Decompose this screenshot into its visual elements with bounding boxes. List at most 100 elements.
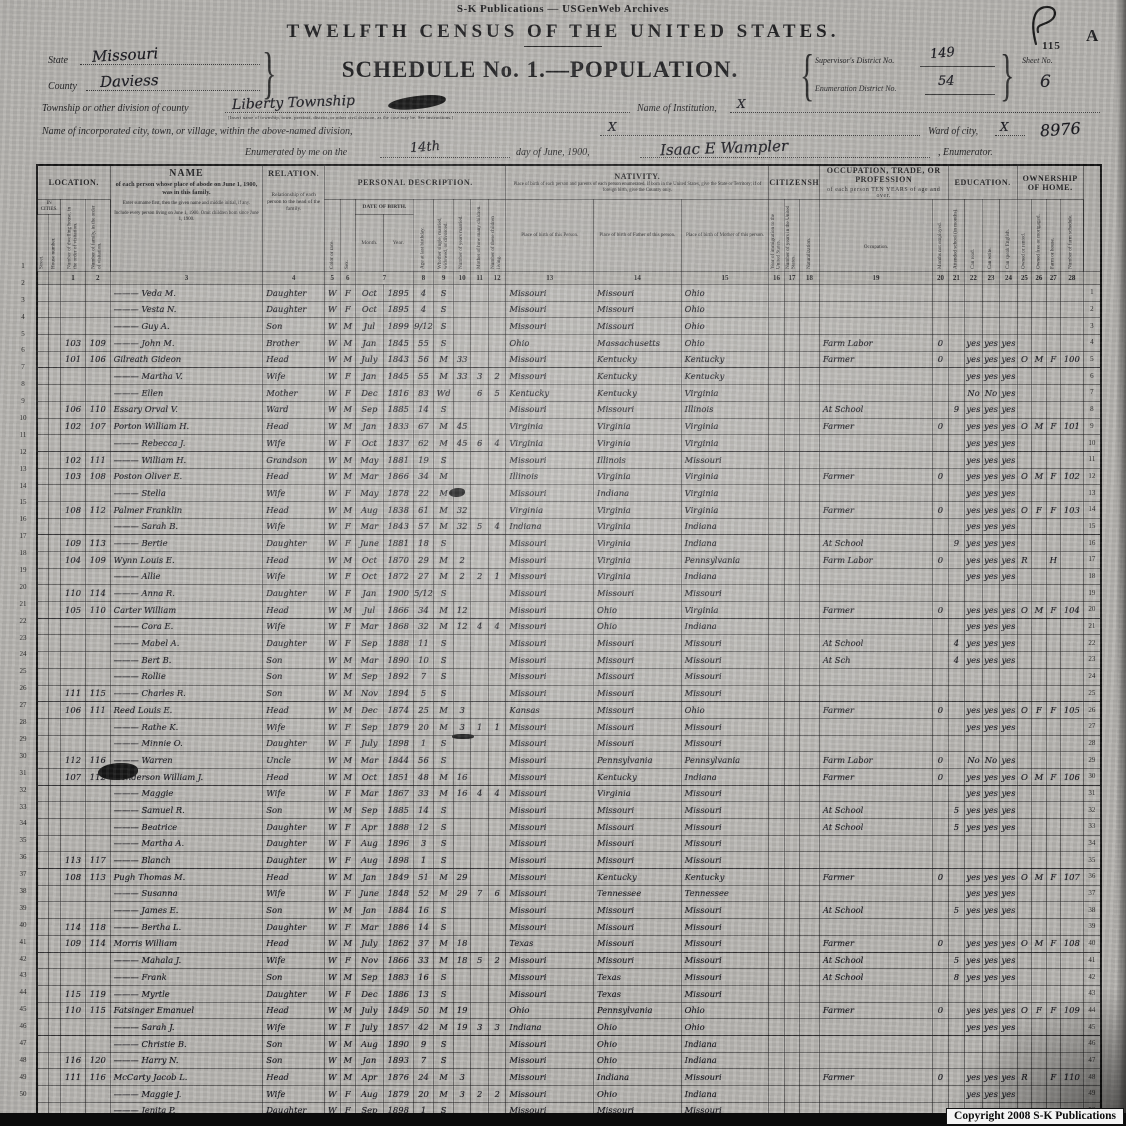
school-months-cell	[947, 717, 966, 736]
color-cell: W	[324, 751, 341, 769]
months-unemployed-cell	[932, 484, 949, 502]
table-row: ——— Sarah J. Wife W F July 1857 42 M 19 3 3 Indiana…	[36, 1018, 1102, 1036]
free-mortgaged-cell	[1031, 551, 1047, 569]
street-cell	[36, 1034, 49, 1053]
months-unemployed-cell	[932, 818, 949, 836]
years-us-cell	[783, 801, 801, 819]
age-cell: 61	[412, 500, 435, 519]
age-cell: 4	[412, 284, 435, 302]
marital-cell: S	[433, 300, 454, 319]
name-cell: ——— Mabel A.	[109, 634, 264, 653]
family-number-cell	[84, 567, 111, 586]
margin-line-number: 37	[19, 870, 27, 879]
years-married-cell	[452, 851, 472, 870]
county-line	[86, 90, 260, 91]
age-cell: 27	[412, 567, 435, 586]
immigration-cell	[768, 734, 785, 753]
age-cell: 16	[412, 968, 435, 986]
table-row: 103 108 Poston Oliver E. Head W M Mar 1866 34 M Il…	[36, 467, 1102, 486]
free-mortgaged-cell	[1031, 667, 1047, 686]
can-write-cell	[981, 734, 1001, 753]
pob-cell: Missouri	[505, 667, 595, 686]
mother-of-cell	[470, 667, 489, 686]
relation-cell: Uncle	[262, 751, 326, 769]
pob-father-cell: Missouri	[593, 851, 682, 870]
street-cell	[36, 684, 49, 703]
years-married-cell: 3	[452, 701, 472, 719]
pob-father-cell: Missouri	[593, 584, 682, 603]
relation-cell: Grandson	[262, 450, 326, 469]
farm-house-cell	[1045, 734, 1061, 753]
farm-schedule-cell	[1059, 951, 1084, 970]
name-cell: ——— Frank	[109, 968, 264, 986]
free-mortgaged-cell	[1031, 384, 1047, 402]
birth-month-cell: Jan	[354, 334, 384, 352]
birth-month-cell: Jan	[354, 367, 384, 386]
farm-schedule-cell: 107	[1059, 868, 1084, 886]
column-number-row: 1 2 3 4 5 6 7 8 9 10 11 12 13 14 15 16 17 18 19 20 21 22 23 24 2…	[36, 271, 1102, 285]
years-married-cell	[452, 534, 472, 552]
color-cell: W	[324, 684, 341, 703]
free-mortgaged-cell: M	[1031, 767, 1047, 786]
age-cell: 57	[412, 517, 435, 536]
marital-cell: M	[433, 467, 454, 486]
dwelling-number-cell	[60, 1018, 86, 1036]
birth-year-cell: 1892	[382, 667, 414, 686]
family-number-cell	[84, 901, 111, 920]
speaks-english-cell: yes	[999, 651, 1018, 669]
birth-month-cell: July	[354, 734, 384, 753]
pob-mother-cell: Ohio	[680, 284, 770, 302]
township-note: [Insert name of township, town, precinct…	[228, 115, 454, 120]
line-number-cell: 5	[1082, 350, 1102, 369]
relation-cell: Son	[262, 1051, 326, 1070]
family-number-cell	[84, 317, 111, 336]
free-mortgaged-cell	[1031, 334, 1047, 352]
school-months-cell	[947, 701, 966, 719]
house-number-cell	[47, 1018, 62, 1036]
years-married-cell: 19	[452, 1001, 472, 1020]
marital-cell: M	[433, 417, 454, 436]
mother-of-cell	[470, 934, 489, 953]
owned-rented-cell: O	[1016, 467, 1033, 486]
can-write-cell: yes	[981, 350, 1001, 369]
birth-year-cell: 1862	[382, 934, 414, 953]
family-number-cell	[84, 651, 111, 669]
immigration-cell	[768, 551, 785, 569]
occupation-cell: Farmer	[818, 934, 934, 953]
owned-rented-cell	[1016, 400, 1033, 419]
months-unemployed-cell	[932, 384, 949, 402]
pob-father-cell: Missouri	[593, 284, 682, 302]
can-write-cell: yes	[981, 784, 1001, 803]
dwelling-number-cell: 104	[60, 551, 86, 569]
school-months-cell	[947, 334, 966, 352]
naturalization-cell	[799, 1051, 820, 1070]
margin-line-number: 31	[19, 768, 27, 777]
marital-cell: S	[433, 801, 454, 819]
table-row: 109 114 Morris William Head W M July 1862 37 M 18 T…	[36, 934, 1102, 953]
age-cell: 51	[412, 868, 435, 886]
occupation-cell	[818, 717, 934, 736]
years-married-cell: 18	[452, 934, 472, 953]
owned-rented-cell	[1016, 534, 1033, 552]
immigration-cell	[768, 584, 785, 603]
can-read-cell	[964, 918, 983, 936]
relation-cell: Wife	[262, 1085, 326, 1103]
age-cell: 42	[412, 1018, 435, 1036]
can-read-cell: yes	[964, 717, 983, 736]
immigration-cell	[768, 651, 785, 669]
birth-month-cell: Jan	[354, 901, 384, 920]
relation-cell: Son	[262, 1034, 326, 1053]
line-number-cell: 11	[1082, 450, 1102, 469]
school-months-cell	[947, 751, 966, 769]
farm-house-cell	[1045, 317, 1061, 336]
margin-line-number: 10	[19, 414, 27, 423]
birth-year-cell: 1879	[382, 717, 414, 736]
supervisor-line	[920, 66, 995, 67]
immigration-cell	[768, 934, 785, 953]
pob-father-cell: Virginia	[593, 467, 682, 486]
years-married-cell: 45	[452, 434, 472, 452]
sheet-label: Sheet No.	[1022, 56, 1053, 65]
dwelling-number-cell: 110	[60, 584, 86, 603]
pob-father-cell: Virginia	[593, 434, 682, 452]
pob-cell: Missouri	[505, 634, 595, 653]
